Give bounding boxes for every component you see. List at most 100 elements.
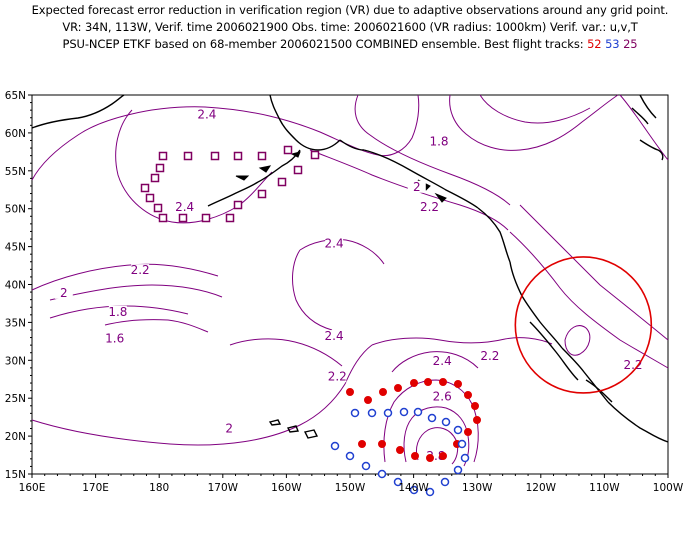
- coastline: [607, 401, 669, 443]
- track-25-marker: [183, 151, 193, 161]
- contour-line: [229, 338, 343, 367]
- contour-label: 2.4: [325, 237, 344, 251]
- contour-line: [564, 325, 591, 356]
- contour-lines: [31, 94, 669, 467]
- island: [434, 192, 447, 203]
- track-53-marker: [413, 407, 423, 417]
- contour-label: 2.2: [480, 349, 499, 363]
- contour-label-bg: [105, 332, 124, 345]
- lat-tick-label: 60N: [5, 128, 26, 140]
- track-53-marker: [367, 408, 377, 418]
- track-25-marker: [233, 200, 243, 210]
- track-53-marker: [441, 417, 451, 427]
- lat-tick-label: 35N: [5, 317, 26, 329]
- track-52-marker: [346, 388, 354, 396]
- coastline: [268, 419, 282, 426]
- track-52-marker: [424, 378, 432, 386]
- track-53-marker: [453, 465, 463, 475]
- track-53-marker: [361, 461, 371, 471]
- contour-label-bg: [175, 201, 194, 214]
- track-52-marker: [358, 440, 366, 448]
- contour-label-bg: [108, 305, 127, 318]
- coastline: [631, 107, 649, 125]
- lon-tick-label: 100W: [653, 482, 684, 494]
- contour-line: [299, 239, 385, 265]
- track-52-marker: [439, 378, 447, 386]
- coastline: [561, 347, 609, 403]
- track-53-marker: [457, 439, 467, 449]
- contour-label-bg: [433, 355, 452, 368]
- track-52-marker: [396, 446, 404, 454]
- lon-tick-label: 150W: [335, 482, 366, 494]
- coastline: [339, 139, 365, 151]
- track-25-marker: [158, 151, 168, 161]
- contour-label: 2: [413, 180, 421, 194]
- track-53-marker: [440, 477, 450, 487]
- track-52-marker: [411, 452, 419, 460]
- lat-tick-label: 50N: [5, 204, 26, 216]
- track-53-marker: [345, 451, 355, 461]
- lon-tick-label: 170E: [82, 482, 109, 494]
- track-25-marker: [310, 150, 320, 160]
- contour-label: 2.6: [433, 390, 452, 404]
- coastline: [303, 429, 319, 439]
- contour-label-bg: [197, 108, 216, 121]
- track-52-marker: [464, 391, 472, 399]
- contour-label: 2.4: [175, 200, 194, 214]
- contour-label: 2.2: [131, 263, 150, 277]
- contour-line: [415, 427, 459, 465]
- coastline: [639, 139, 664, 161]
- track-25-marker: [158, 213, 168, 223]
- track-label-red: 52: [587, 37, 602, 51]
- track-52-marker: [464, 428, 472, 436]
- contour-label: 2.4: [325, 329, 344, 343]
- contour-label: 2: [60, 286, 68, 300]
- track-25-marker: [257, 189, 267, 199]
- track-25-marker: [153, 203, 163, 213]
- contour-label: 2.4: [433, 354, 452, 368]
- track-25-marker: [210, 151, 220, 161]
- contour-label-bg: [325, 330, 344, 343]
- contour-label-bg: [328, 370, 347, 383]
- contour-line: [49, 284, 223, 301]
- contour-label: 1.8: [108, 305, 127, 319]
- track-53-marker: [330, 441, 340, 451]
- lon-tick-label: 160W: [271, 482, 302, 494]
- lat-tick-label: 55N: [5, 166, 26, 178]
- lon-tick-label: 170W: [208, 482, 239, 494]
- contour-label: 2: [225, 422, 233, 436]
- coastline: [269, 94, 341, 151]
- contour-label: 2.2: [328, 369, 347, 383]
- track-25-marker: [155, 163, 165, 173]
- contour-line: [479, 94, 591, 124]
- track-52-marker: [394, 384, 402, 392]
- track-52-marker: [473, 416, 481, 424]
- track-53-marker: [377, 469, 387, 479]
- contour-line: [371, 337, 506, 346]
- contour-line: [344, 344, 373, 385]
- header-line-2: VR: 34N, 113W, Verif. time 2006021900 Ob…: [62, 20, 638, 34]
- track-25-marker: [145, 193, 155, 203]
- track-52-marker: [379, 388, 387, 396]
- header-line-3: PSU-NCEP ETKF based on 68-member 2006021…: [0, 36, 700, 53]
- lon-tick-label: 110W: [589, 482, 620, 494]
- contour-label: 1.8: [429, 134, 448, 148]
- contour-line: [619, 94, 669, 161]
- contour-labels: 2.4 1.8 2 2.2 2.4 2.4 2.2 2 1.8 1.6 2.4 2.4 2.2 2.2 2.…: [54, 108, 643, 463]
- lat-tick-label: 25N: [5, 393, 26, 405]
- track-25-marker: [257, 151, 267, 161]
- map-axes: 160E 170E 180 170W 160W 150W 140W 130W 120W 110W 1…: [5, 90, 684, 494]
- coastline: [585, 379, 613, 403]
- island: [235, 175, 250, 181]
- contour-label: 2.4: [197, 108, 216, 122]
- coastline: [363, 149, 479, 209]
- contour-label-bg: [433, 390, 452, 403]
- contour-line: [104, 319, 209, 333]
- contour-label: 2.2: [623, 358, 642, 372]
- contour-label-bg: [480, 349, 499, 362]
- contour-line: [519, 204, 669, 341]
- lon-tick-label: 140W: [398, 482, 429, 494]
- lat-tick-label: 15N: [5, 469, 26, 481]
- contour-label-bg: [430, 135, 449, 148]
